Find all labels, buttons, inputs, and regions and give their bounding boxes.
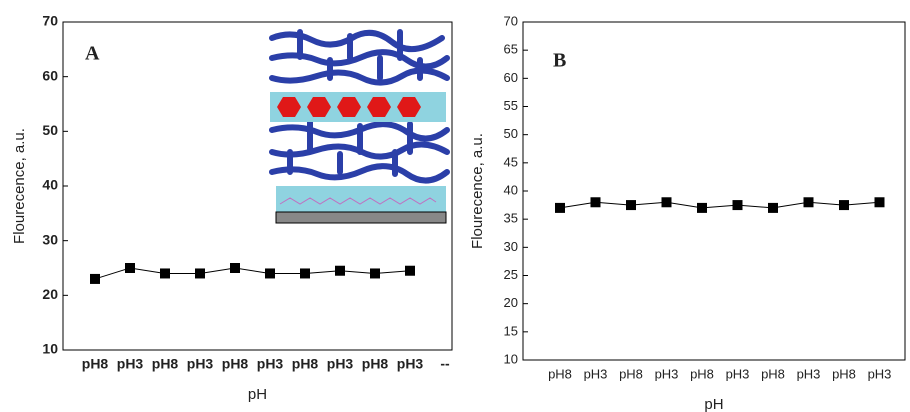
y-tick-label: 30 [42,231,58,247]
x-axis-title: pH [704,396,723,412]
x-tick-label: pH8 [761,366,785,381]
y-tick-label: 20 [504,295,518,310]
y-tick-label: 25 [504,267,518,282]
y-tick-label: 15 [504,323,518,338]
data-point [370,268,380,279]
y-tick-label: 70 [504,13,518,28]
data-point [768,202,778,213]
y-tick-label: 10 [504,351,518,366]
y-tick-label: 70 [42,13,58,29]
data-point [697,202,707,213]
x-tick-label: pH8 [292,356,319,372]
x-tick-label: pH3 [726,366,750,381]
y-tick-label: 45 [504,154,518,169]
data-point [160,268,170,279]
y-tick-label: 30 [504,239,518,254]
x-tick-label: pH3 [584,366,608,381]
x-tick-label: pH3 [257,356,284,372]
y-tick-label: 60 [504,70,518,85]
data-point [661,197,672,208]
y-axis-title: Flourecence, a.u. [469,133,486,249]
x-tick-label: pH8 [152,356,179,372]
data-point [230,263,240,273]
y-tick-label: 10 [42,341,58,357]
data-point [732,200,743,211]
x-tick-label: pH3 [797,366,821,381]
data-point [555,202,565,213]
data-point [590,197,601,208]
x-tick-label: pH3 [117,356,144,372]
x-axis-title: pH [248,386,267,403]
x-tick-label: pH8 [82,356,109,372]
schematic-inset [268,28,450,224]
chart-a: 10 20 30 40 50 60 70 pH8 pH3 pH8 pH3 pH8 pH3 pH8 pH3 pH… [11,13,453,403]
panel-label: B [553,50,566,72]
x-tick-label: pH8 [222,356,249,372]
data-point [125,263,135,273]
data-point [195,268,205,279]
x-tick-label: pH3 [868,366,892,381]
data-point [265,268,275,279]
x-tick-label: pH3 [655,366,679,381]
data-point [405,265,415,276]
data-line [559,201,880,209]
y-tick-label: 35 [504,211,518,226]
y-tick-label: 50 [42,122,58,138]
y-tick-label: 55 [504,98,518,113]
x-tick-label: pH3 [397,356,424,372]
x-tick-label: pH8 [832,366,856,381]
data-point [839,200,849,211]
x-tick-label: -- [440,356,450,372]
data-line [94,267,411,280]
y-tick-label: 60 [42,67,58,83]
x-tick-label: pH3 [187,356,214,372]
x-tick-label: pH8 [690,366,714,381]
y-tick-label: 65 [504,42,518,57]
data-point [803,197,814,208]
data-point [335,265,345,276]
data-point [90,273,100,284]
y-tick-label: 20 [42,286,58,302]
data-point [300,268,310,279]
x-tick-label: pH8 [548,366,572,381]
data-point [626,200,636,211]
plot-frame [522,21,906,361]
x-tick-label: pH3 [327,356,354,372]
panel-label: A [85,43,100,65]
y-axis-title: Flourecence, a.u. [11,128,28,244]
x-tick-label: pH8 [362,356,389,372]
x-tick-label: pH8 [619,366,643,381]
y-tick-label: 40 [42,177,58,193]
y-tick-label: 40 [504,182,518,197]
data-point [874,197,885,208]
y-tick-label: 50 [504,126,518,141]
